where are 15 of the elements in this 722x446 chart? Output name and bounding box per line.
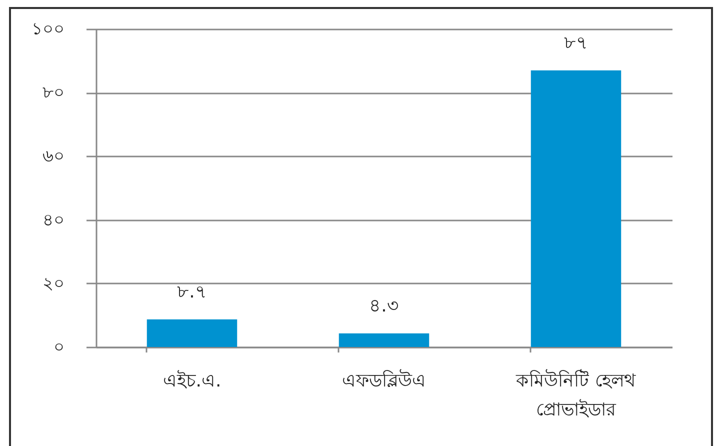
x-tick-label: কমিউনিটি হেলথ প্রোভাইডার [515,370,636,420]
data-label: ৪.৩ [369,295,399,316]
x-tick-label: এইচ.এ. [162,370,222,392]
data-label: ৮.৭ [177,281,207,302]
y-tick-label: ৬০ [42,146,64,167]
y-tick-label: ২০ [42,274,64,294]
bar [530,70,622,347]
x-tick-label: এফডব্লিউএ [342,370,426,392]
y-tick-label: ৪০ [42,210,64,230]
y-tick-label: ১০০ [32,20,64,40]
y-tick-label: ৮০ [42,83,64,104]
y-tick-label: ০ [54,338,64,358]
bar [146,319,238,347]
data-label: ৮৭ [564,32,588,54]
bar [338,333,430,347]
